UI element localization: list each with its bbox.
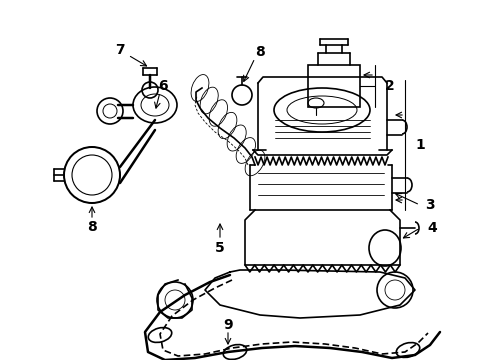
Text: 3: 3: [425, 198, 435, 212]
Bar: [308, 65, 360, 107]
Text: 2: 2: [385, 79, 395, 93]
Text: 7: 7: [115, 43, 125, 57]
Text: 4: 4: [427, 221, 437, 235]
Text: 8: 8: [87, 220, 97, 234]
Text: 8: 8: [255, 45, 265, 59]
Text: 5: 5: [215, 241, 225, 255]
Text: 6: 6: [158, 79, 168, 93]
Text: 9: 9: [223, 318, 233, 332]
Text: 1: 1: [415, 138, 425, 152]
